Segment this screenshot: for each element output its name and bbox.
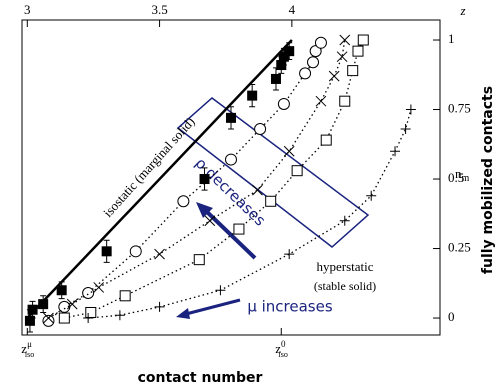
marker — [83, 313, 94, 324]
arrow-head — [196, 202, 213, 218]
marker — [247, 90, 258, 101]
marker — [38, 299, 49, 310]
marker — [307, 56, 320, 69]
marker — [357, 34, 369, 46]
marker — [277, 97, 290, 110]
marker — [352, 45, 364, 57]
marker — [252, 184, 263, 196]
marker — [154, 248, 165, 260]
marker — [270, 73, 281, 84]
marker — [283, 145, 295, 157]
marker — [225, 153, 237, 166]
marker — [85, 306, 97, 318]
marker — [43, 312, 54, 324]
marker — [315, 95, 327, 107]
marker — [339, 215, 350, 226]
marker — [101, 246, 112, 257]
arrow — [185, 298, 241, 316]
marker — [254, 122, 267, 135]
marker — [193, 254, 205, 266]
marker — [336, 51, 348, 63]
y-tick-label: 0.75 — [448, 101, 471, 116]
marker — [366, 190, 377, 201]
arrow-head — [176, 308, 190, 319]
marker — [204, 215, 216, 227]
marker — [320, 134, 332, 146]
marker — [27, 304, 38, 315]
label-sub: iso — [279, 350, 288, 359]
label-main: z — [275, 341, 281, 356]
marker — [314, 36, 327, 49]
marker — [42, 314, 55, 327]
marker — [119, 290, 131, 302]
marker — [299, 67, 312, 80]
label-sup: μ — [27, 339, 32, 349]
x-tick-label: 3 — [24, 2, 31, 17]
top-axis-title: z — [459, 3, 465, 18]
marker — [284, 46, 295, 57]
marker — [129, 245, 142, 258]
marker — [66, 298, 78, 310]
label-sub: iso — [25, 350, 34, 359]
marker — [265, 195, 277, 207]
x-tick-label: 3.5 — [151, 2, 167, 17]
marker — [339, 34, 351, 46]
marker — [339, 95, 351, 107]
y-tick-label: 0.25 — [448, 240, 471, 255]
marker — [199, 174, 210, 185]
marker — [56, 285, 67, 296]
marker — [93, 282, 105, 293]
marker — [405, 104, 416, 115]
x-axis-title: contact number — [138, 370, 263, 386]
annotation: (stable solid) — [314, 279, 376, 293]
plot-frame — [21, 19, 441, 336]
y-tick-label: 0 — [448, 309, 455, 324]
marker — [154, 301, 165, 312]
marker — [233, 223, 245, 235]
annotation: hyperstatic — [316, 259, 373, 274]
y-tick-label: 1 — [448, 31, 455, 46]
marker — [226, 112, 236, 123]
label-sub: m — [462, 173, 470, 184]
label-main: z — [21, 341, 27, 356]
marker — [347, 65, 359, 77]
x-tick-label: z0 iso — [275, 339, 288, 359]
annotation: μ increases — [247, 298, 333, 316]
x-tick-label: zμ iso — [21, 339, 34, 359]
series-line — [48, 42, 322, 322]
highlight-box — [176, 97, 370, 248]
y-tick-label: 0.5 — [448, 170, 464, 185]
marker — [328, 70, 340, 82]
marker — [400, 123, 411, 134]
label-main: n — [455, 166, 462, 181]
label-sup: 0 — [281, 339, 286, 349]
marker — [24, 315, 35, 326]
marker — [390, 146, 401, 157]
marker — [309, 45, 322, 58]
marker — [215, 285, 226, 296]
series-line — [48, 39, 346, 319]
marker — [114, 310, 125, 321]
marker — [284, 249, 295, 260]
x-tick-label: 4 — [289, 2, 296, 17]
marker — [58, 312, 70, 324]
isostatic-line — [26, 39, 293, 319]
marker — [82, 287, 95, 300]
arrow — [203, 208, 257, 260]
y-inner-label: nm — [455, 166, 470, 184]
marker — [177, 195, 190, 208]
marker — [278, 51, 289, 62]
marker — [291, 165, 303, 177]
y-axis-title: fully mobilized contacts — [480, 86, 496, 274]
